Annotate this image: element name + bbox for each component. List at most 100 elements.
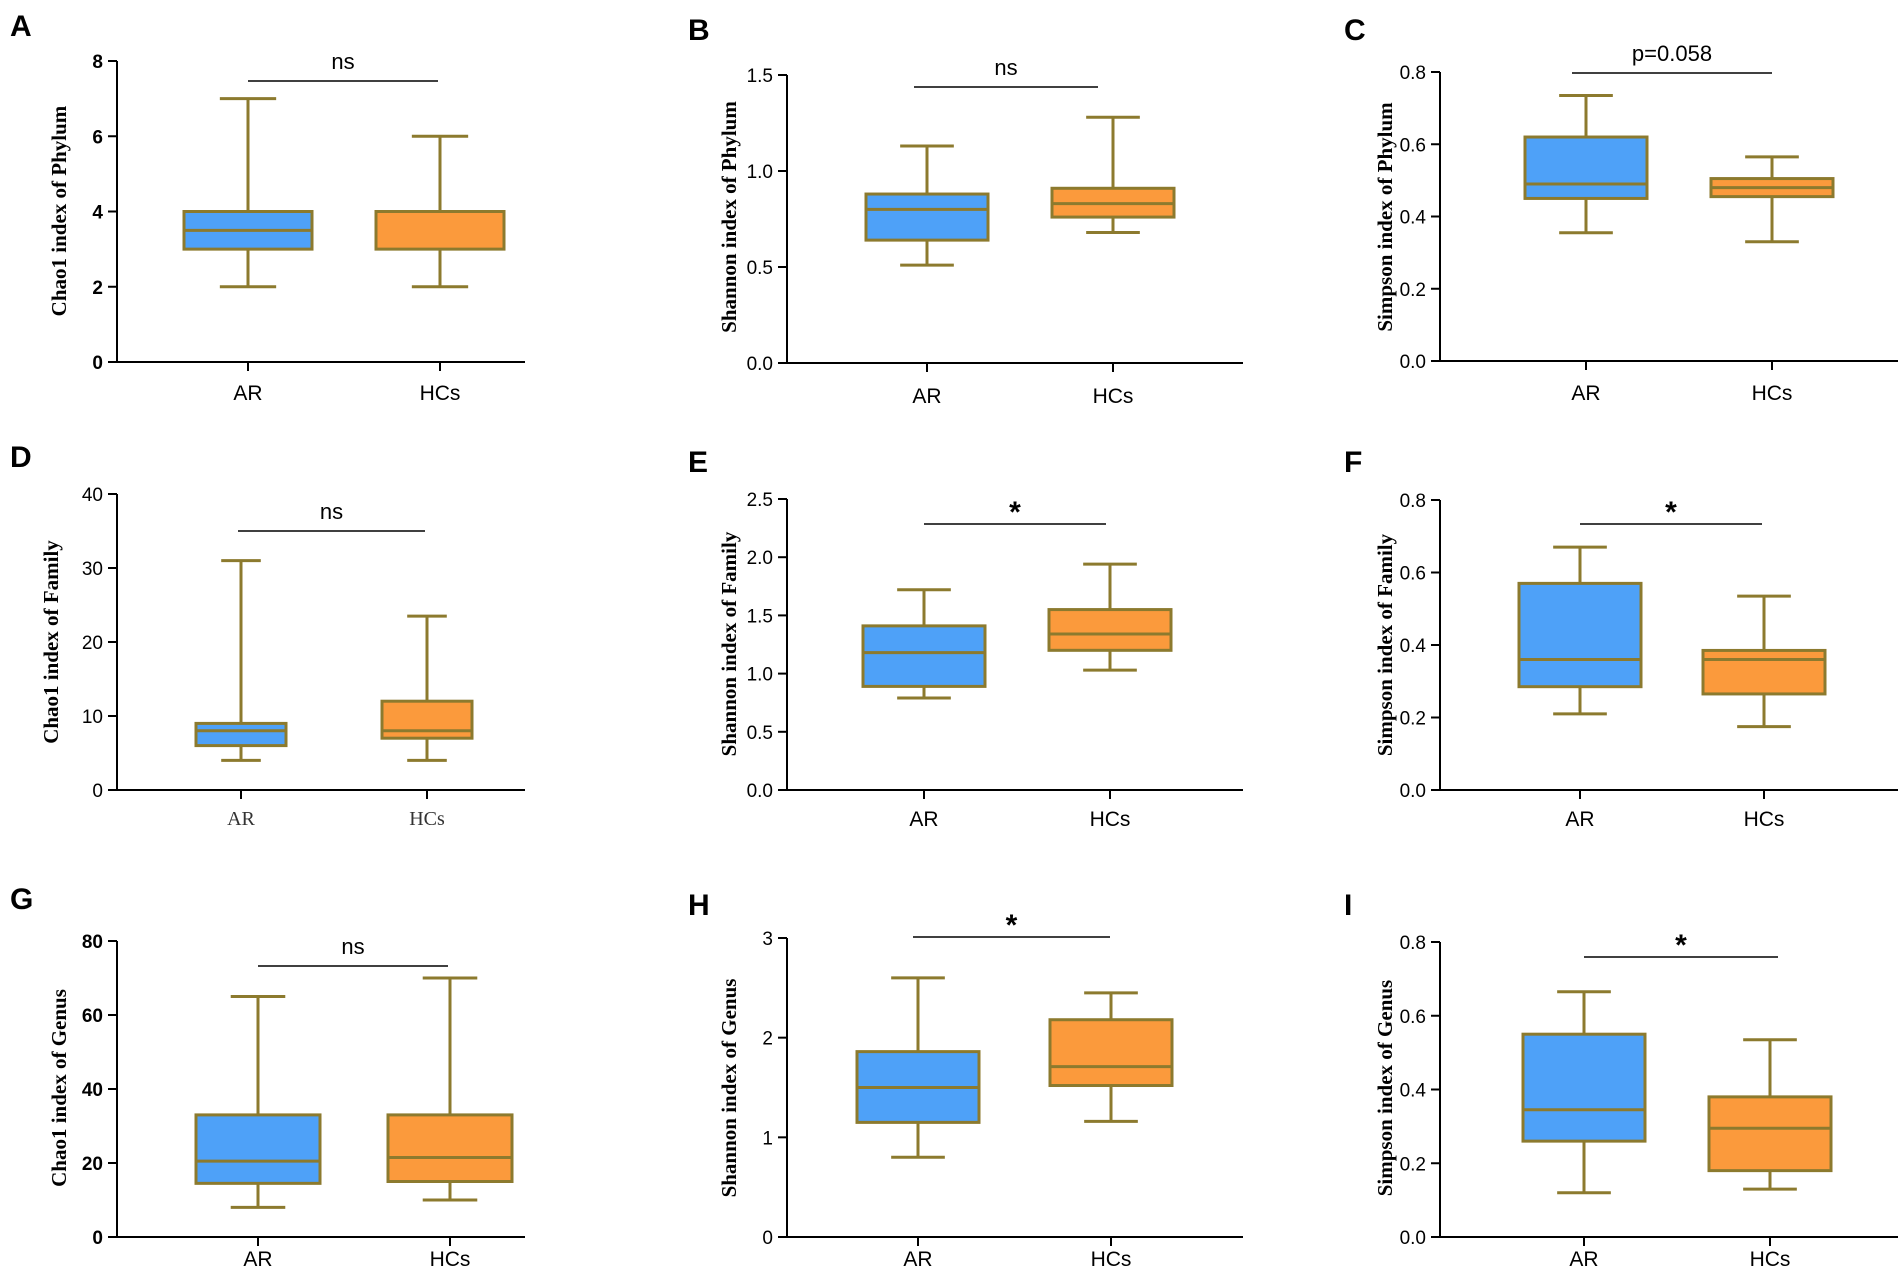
y-tick-label: 1.5 bbox=[747, 606, 773, 627]
significance-label: * bbox=[1009, 496, 1021, 529]
box-hcs bbox=[1047, 562, 1173, 672]
y-tick-label: 0.0 bbox=[747, 354, 773, 375]
box-hcs bbox=[1701, 594, 1827, 729]
panel-letter: C bbox=[1344, 14, 1366, 47]
box-ar bbox=[861, 588, 987, 700]
y-tick-label: 0.6 bbox=[1400, 1007, 1426, 1028]
box-hcs bbox=[1048, 991, 1174, 1123]
iqr-box bbox=[194, 721, 288, 748]
panel-letter: I bbox=[1344, 889, 1352, 922]
x-category-label-ar: AR bbox=[1569, 1248, 1598, 1271]
x-category-label-ar: AR bbox=[227, 808, 255, 830]
y-tick-label: 0.0 bbox=[1400, 1228, 1426, 1249]
iqr-box bbox=[380, 699, 474, 740]
x-category-label-hcs: HCs bbox=[1752, 382, 1793, 405]
box-ar bbox=[182, 97, 314, 289]
x-category-label-hcs: HCs bbox=[1750, 1248, 1791, 1271]
panel-a: A Chao1 index of Phylum 0 2 4 6 8 AR HCs ns bbox=[10, 10, 525, 405]
significance-label: ns bbox=[331, 49, 354, 74]
iqr-box bbox=[374, 210, 506, 251]
y-tick-label: 0.0 bbox=[1400, 352, 1426, 373]
x-category-label-ar: AR bbox=[1571, 382, 1600, 405]
y-tick-label: 0 bbox=[92, 781, 103, 802]
x-category-label-hcs: HCs bbox=[409, 808, 445, 830]
panel-letter: B bbox=[688, 14, 710, 47]
panel-letter: F bbox=[1344, 446, 1362, 479]
y-tick-label: 6 bbox=[92, 127, 103, 148]
panel-g: G Chao1 index of Genus 0 20 40 60 80 AR HCs ns bbox=[10, 883, 525, 1271]
x-category-label-hcs: HCs bbox=[1744, 808, 1785, 831]
y-tick-label: 40 bbox=[82, 1080, 103, 1101]
y-tick-label: 0 bbox=[762, 1228, 773, 1249]
y-axis-title: Simpson index of Family bbox=[1373, 533, 1397, 756]
y-tick-label: 0.8 bbox=[1400, 933, 1426, 954]
y-tick-label: 8 bbox=[92, 52, 103, 73]
iqr-box bbox=[194, 1113, 322, 1185]
x-category-label-ar: AR bbox=[909, 808, 938, 831]
y-axis-title: Simpson index of Phylum bbox=[1373, 102, 1397, 332]
y-tick-label: 80 bbox=[82, 932, 103, 953]
iqr-box bbox=[864, 192, 990, 242]
box-hcs bbox=[380, 614, 474, 762]
y-tick-label: 0.0 bbox=[1400, 781, 1426, 802]
iqr-box bbox=[1521, 1032, 1647, 1143]
y-axis-title: Shannon index of Genus bbox=[717, 979, 741, 1198]
panel-e: E Shannon index of Family 0.0 0.5 1.0 1.5 2.0 2… bbox=[688, 446, 1243, 831]
y-tick-label: 0.2 bbox=[1400, 1154, 1426, 1175]
box-ar bbox=[864, 144, 990, 267]
y-axis-title: Shannon index of Family bbox=[717, 531, 741, 756]
panel-d: D Chao1 index of Family 0 10 20 30 40 AR HCs ns bbox=[10, 441, 525, 830]
box-hcs bbox=[374, 134, 506, 289]
panel-letter: H bbox=[688, 889, 710, 922]
y-tick-label: 0.5 bbox=[747, 258, 773, 279]
box-hcs bbox=[1050, 115, 1176, 234]
x-category-label-hcs: HCs bbox=[1091, 1248, 1132, 1271]
significance-label: ns bbox=[994, 55, 1017, 80]
x-category-label-hcs: HCs bbox=[420, 382, 461, 405]
y-tick-label: 0.8 bbox=[1400, 491, 1426, 512]
iqr-box bbox=[386, 1113, 514, 1184]
y-tick-label: 0 bbox=[92, 1228, 103, 1249]
y-axis-title: Chao1 index of Family bbox=[39, 540, 63, 744]
y-tick-label: 2 bbox=[92, 278, 103, 299]
x-category-label-ar: AR bbox=[233, 382, 262, 405]
y-axis-title: Chao1 index of Phylum bbox=[47, 105, 71, 316]
panel-letter: D bbox=[10, 441, 32, 474]
box-ar bbox=[855, 976, 981, 1159]
iqr-box bbox=[1047, 608, 1173, 652]
y-axis-title: Simpson index of Genus bbox=[1373, 980, 1397, 1196]
y-axis-title: Chao1 index of Genus bbox=[47, 989, 71, 1187]
y-tick-label: 0.8 bbox=[1400, 63, 1426, 84]
panel-letter: A bbox=[10, 10, 32, 43]
panel-letter: G bbox=[10, 883, 33, 916]
box-hcs bbox=[386, 976, 514, 1202]
y-tick-label: 0 bbox=[92, 353, 103, 374]
iqr-box bbox=[861, 624, 987, 688]
box-ar bbox=[1517, 545, 1643, 716]
box-ar bbox=[194, 995, 322, 1209]
panel-b: B Shannon index of Phylum 0.0 0.5 1.0 1.5 AR HC… bbox=[688, 14, 1243, 408]
iqr-box bbox=[1701, 648, 1827, 696]
y-tick-label: 0.6 bbox=[1400, 564, 1426, 585]
y-tick-label: 2.0 bbox=[747, 548, 773, 569]
y-tick-label: 0.4 bbox=[1400, 208, 1427, 229]
x-category-label-hcs: HCs bbox=[1093, 385, 1134, 408]
box-hcs bbox=[1709, 155, 1835, 244]
significance-label: p=0.058 bbox=[1632, 41, 1712, 66]
y-tick-label: 2.5 bbox=[747, 490, 773, 511]
y-tick-label: 0.6 bbox=[1400, 135, 1426, 156]
y-tick-label: 0.2 bbox=[1400, 709, 1426, 730]
y-tick-label: 60 bbox=[82, 1006, 103, 1027]
y-tick-label: 0.4 bbox=[1400, 636, 1427, 657]
y-tick-label: 1.0 bbox=[747, 665, 773, 686]
significance-label: * bbox=[1665, 496, 1677, 529]
x-category-label-hcs: HCs bbox=[430, 1248, 471, 1271]
box-ar bbox=[1521, 990, 1647, 1195]
panel-i: I Simpson index of Genus 0.0 0.2 0.4 0.6 0.8 AR… bbox=[1344, 889, 1898, 1271]
significance-label: ns bbox=[320, 499, 343, 524]
significance-label: * bbox=[1675, 929, 1687, 962]
y-tick-label: 3 bbox=[762, 929, 773, 950]
x-category-label-ar: AR bbox=[243, 1248, 272, 1271]
y-tick-label: 10 bbox=[82, 707, 103, 728]
